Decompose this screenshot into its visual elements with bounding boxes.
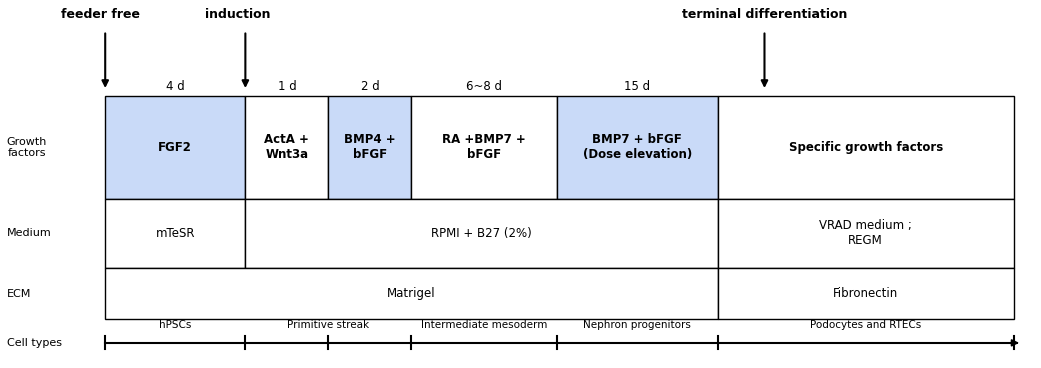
Text: Cell types: Cell types bbox=[6, 338, 61, 348]
Bar bbox=[717, 96, 1014, 199]
Text: 1 d: 1 d bbox=[278, 81, 297, 93]
Text: hPSCs: hPSCs bbox=[159, 320, 192, 330]
Text: Matrigel: Matrigel bbox=[387, 287, 436, 300]
Bar bbox=[411, 96, 557, 199]
Text: ECM: ECM bbox=[6, 289, 31, 298]
Text: Specific growth factors: Specific growth factors bbox=[789, 141, 943, 154]
Bar bbox=[717, 268, 1014, 319]
Text: Growth
factors: Growth factors bbox=[6, 137, 47, 158]
Text: Primitive streak: Primitive streak bbox=[287, 320, 370, 330]
Text: 4 d: 4 d bbox=[166, 81, 184, 93]
Text: Podocytes and RTECs: Podocytes and RTECs bbox=[810, 320, 921, 330]
Bar bbox=[105, 268, 717, 319]
Text: Medium: Medium bbox=[6, 228, 51, 238]
Text: 2 d: 2 d bbox=[360, 81, 379, 93]
Bar bbox=[717, 199, 1014, 268]
Text: terminal differentiation: terminal differentiation bbox=[682, 8, 847, 21]
Text: 15 d: 15 d bbox=[625, 81, 651, 93]
Text: ActA +
Wnt3a: ActA + Wnt3a bbox=[264, 134, 309, 162]
Text: RPMI + B27 (2%): RPMI + B27 (2%) bbox=[431, 227, 532, 240]
Text: VRAD medium ;
REGM: VRAD medium ; REGM bbox=[819, 219, 912, 247]
Text: Intermediate mesoderm: Intermediate mesoderm bbox=[421, 320, 548, 330]
Bar bbox=[246, 199, 717, 268]
Text: FGF2: FGF2 bbox=[158, 141, 193, 154]
Bar bbox=[105, 96, 246, 199]
Text: Nephron progenitors: Nephron progenitors bbox=[583, 320, 691, 330]
Bar bbox=[246, 96, 328, 199]
Text: induction: induction bbox=[205, 8, 271, 21]
Text: 6~8 d: 6~8 d bbox=[466, 81, 502, 93]
Bar bbox=[557, 96, 717, 199]
Text: mTeSR: mTeSR bbox=[155, 227, 195, 240]
Text: BMP7 + bFGF
(Dose elevation): BMP7 + bFGF (Dose elevation) bbox=[583, 134, 692, 162]
Bar bbox=[105, 199, 246, 268]
Text: feeder free: feeder free bbox=[60, 8, 139, 21]
Text: RA +BMP7 +
bFGF: RA +BMP7 + bFGF bbox=[442, 134, 526, 162]
Text: Fibronectin: Fibronectin bbox=[833, 287, 898, 300]
Bar bbox=[328, 96, 411, 199]
Text: BMP4 +
bFGF: BMP4 + bFGF bbox=[345, 134, 396, 162]
